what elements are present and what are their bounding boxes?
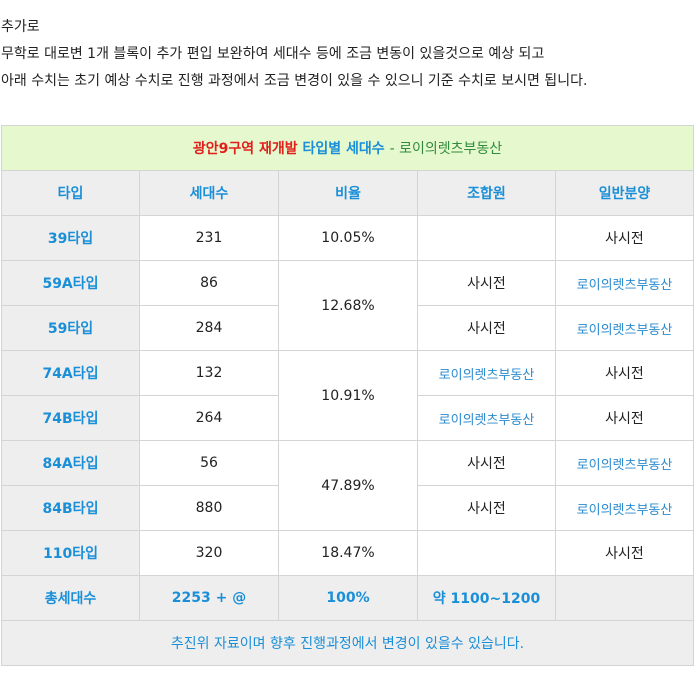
table-row: 110타입 320 18.47% 사시전: [1, 530, 694, 576]
cell-type: 84B타입: [1, 485, 140, 531]
cell-ratio: 12.68%: [278, 260, 418, 351]
total-member: 약 1100~1200: [417, 575, 556, 621]
cell-general: 로이의렛츠부동산: [555, 260, 694, 306]
total-ratio: 100%: [278, 575, 418, 621]
cell-member: 로이의렛츠부동산: [417, 395, 556, 441]
table-row: 39타입 231 10.05% 사시전: [1, 215, 694, 261]
cell-type: 59A타입: [1, 260, 140, 306]
header-member: 조합원: [417, 170, 556, 216]
title-units: 타입별 세대수: [302, 141, 385, 157]
table-header-row: 타입 세대수 비율 조합원 일반분양: [1, 170, 694, 216]
cell-type: 74B타입: [1, 395, 140, 441]
cell-general: 사시전: [555, 395, 694, 441]
cell-count: 264: [139, 395, 279, 441]
cell-general: 로이의렛츠부동산: [555, 305, 694, 351]
table-title-row: 광안9구역 재개발 타입별 세대수 - 로이의렛츠부동산: [1, 125, 694, 171]
cell-ratio: 10.05%: [278, 215, 418, 261]
cell-count: 880: [139, 485, 279, 531]
table-total-row: 총세대수 2253 + @ 100% 약 1100~1200: [1, 575, 694, 621]
total-label: 총세대수: [1, 575, 140, 621]
cell-member: [417, 215, 556, 261]
table-row: 84A타입 56 47.89% 사시전 로이의렛츠부동산: [1, 440, 694, 531]
cell-member: 사시전: [417, 260, 556, 306]
cell-member: 사시전: [417, 305, 556, 351]
table-row: 74B타입 264 로이의렛츠부동산 사시전: [1, 395, 694, 441]
cell-type: 59타입: [1, 305, 140, 351]
cell-type: 84A타입: [1, 440, 140, 486]
cell-type: 39타입: [1, 215, 140, 261]
table-row: 59A타입 86 12.68% 사시전 로이의렛츠부동산: [1, 260, 694, 351]
cell-ratio: 47.89%: [278, 440, 418, 531]
cell-type: 110타입: [1, 530, 140, 576]
cell-ratio: 18.47%: [278, 530, 418, 576]
cell-general: 로이의렛츠부동산: [555, 485, 694, 531]
header-count: 세대수: [139, 170, 279, 216]
cell-count: 86: [139, 260, 279, 306]
cell-count: 284: [139, 305, 279, 351]
table-note: 추진위 자료이며 향후 진행과정에서 변경이 있을수 있습니다.: [1, 620, 694, 666]
cell-general: 사시전: [555, 215, 694, 261]
cell-member: 사시전: [417, 440, 556, 486]
header-ratio: 비율: [278, 170, 418, 216]
header-general: 일반분양: [555, 170, 694, 216]
cell-member: [417, 530, 556, 576]
table-row: 74A타입 132 10.91% 로이의렛츠부동산 사시전: [1, 350, 694, 441]
cell-count: 56: [139, 440, 279, 486]
cell-general: 사시전: [555, 530, 694, 576]
cell-general: 로이의렛츠부동산: [555, 440, 694, 486]
title-area: 광안9구역 재개발: [192, 141, 298, 157]
cell-general: 사시전: [555, 350, 694, 396]
cell-type: 74A타입: [1, 350, 140, 396]
table-row: 84B타입 880 사시전 로이의렛츠부동산: [1, 485, 694, 531]
total-count: 2253 + @: [139, 575, 279, 621]
cell-count: 320: [139, 530, 279, 576]
total-general: [555, 575, 694, 621]
cell-member: 사시전: [417, 485, 556, 531]
header-type: 타입: [1, 170, 140, 216]
table-row: 59타입 284 사시전 로이의렛츠부동산: [1, 305, 694, 351]
cell-member: 로이의렛츠부동산: [417, 350, 556, 396]
table-title: 광안9구역 재개발 타입별 세대수 - 로이의렛츠부동산: [1, 125, 694, 171]
cell-count: 231: [139, 215, 279, 261]
unit-type-table: 광안9구역 재개발 타입별 세대수 - 로이의렛츠부동산 타입 세대수 비율 조…: [1, 125, 694, 666]
intro-line-3: 아래 수치는 초기 예상 수치로 진행 과정에서 조금 변경이 있을 수 있으니…: [1, 73, 588, 89]
cell-count: 132: [139, 350, 279, 396]
intro-text: 추가로 무학로 대로변 1개 블록이 추가 편입 보완하여 세대수 등에 조금 …: [0, 14, 695, 95]
table-note-row: 추진위 자료이며 향후 진행과정에서 변경이 있을수 있습니다.: [1, 620, 694, 666]
cell-ratio: 10.91%: [278, 350, 418, 441]
intro-line-1: 추가로: [1, 19, 40, 35]
intro-line-2: 무학로 대로변 1개 블록이 추가 편입 보완하여 세대수 등에 조금 변동이 …: [1, 46, 545, 62]
title-source: - 로이의렛츠부동산: [389, 141, 503, 157]
